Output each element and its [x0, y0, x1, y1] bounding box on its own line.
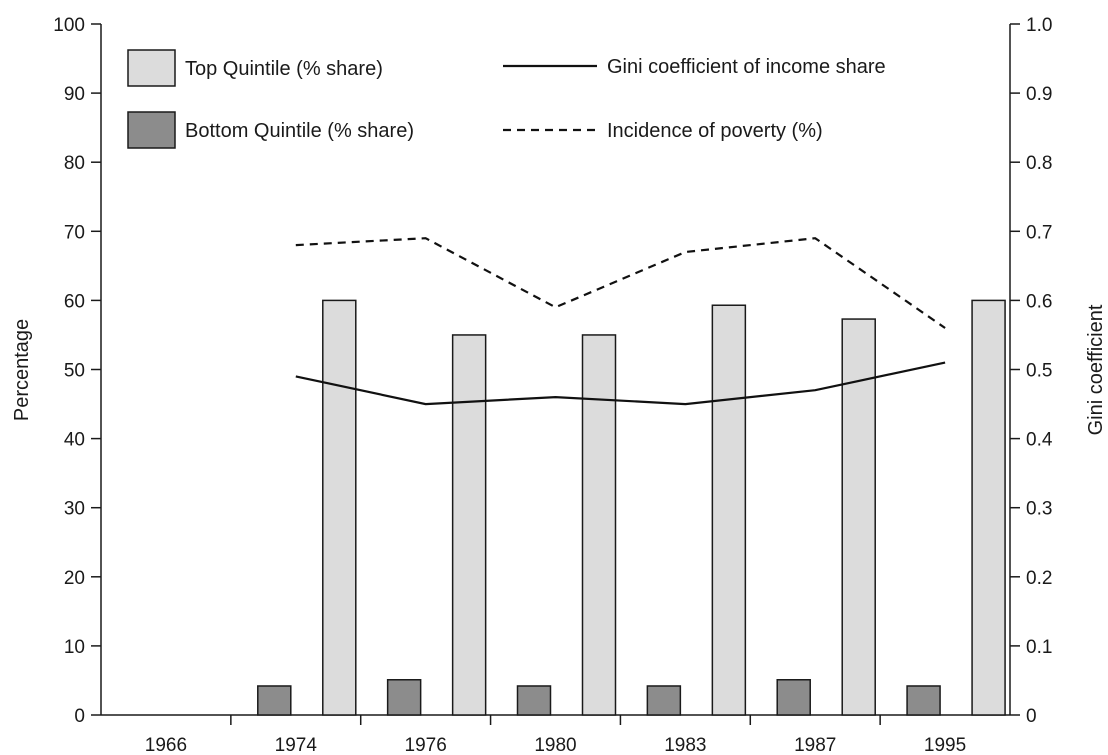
bottom-quintile-bar — [386, 679, 422, 716]
top-quintile-bar — [451, 334, 487, 716]
y-tick-label: 70 — [64, 222, 85, 243]
y2-tick-label: 0.3 — [1026, 499, 1052, 520]
legend-top-quintile-label: Top Quintile (% share) — [185, 58, 383, 80]
y-tick-label: 10 — [64, 637, 85, 658]
bottom-quintile-bar — [516, 685, 552, 716]
top-quintile-bar — [711, 304, 747, 716]
y-tick-label: 0 — [74, 706, 85, 727]
y2-axis-label: Gini coefficient — [1085, 304, 1107, 435]
legend: Top Quintile (% share) Bottom Quintile (%… — [127, 49, 886, 149]
x-tick-label: 1995 — [924, 735, 966, 755]
poverty-line — [295, 237, 946, 329]
top-quintile-bar — [322, 299, 357, 716]
legend-gini-label: Gini coefficient of income share — [607, 56, 886, 78]
x-tick-label: 1980 — [534, 735, 576, 755]
y-tick-label: 60 — [64, 291, 85, 312]
bottom-quintile-bar — [776, 679, 811, 716]
bottom-quintile-bar — [906, 685, 941, 716]
y2-tick-label: 0.6 — [1026, 291, 1052, 312]
legend-bottom-quintile-swatch — [127, 111, 176, 149]
x-tick-label: 1966 — [145, 735, 187, 755]
y-tick-label: 100 — [53, 15, 85, 36]
y2-tick-label: 0.2 — [1026, 568, 1052, 589]
legend-bottom-quintile-label: Bottom Quintile (% share) — [185, 120, 414, 142]
gini-line — [295, 361, 946, 406]
y-axis-label: Percentage — [11, 319, 33, 421]
x-tick-label: 1976 — [405, 735, 447, 755]
y-tick-label: 40 — [64, 430, 85, 451]
y2-tick-label: 1.0 — [1026, 15, 1052, 36]
bars — [257, 299, 1006, 716]
x-tick-label: 1974 — [275, 735, 318, 755]
axes — [91, 23, 1020, 725]
legend-poverty-label: Incidence of poverty (%) — [607, 120, 823, 142]
top-quintile-bar — [581, 334, 617, 716]
x-tick-label: 1983 — [664, 735, 706, 755]
bottom-quintile-bar — [646, 685, 682, 716]
y-tick-label: 20 — [64, 568, 85, 589]
y2-tick-label: 0.9 — [1026, 84, 1052, 105]
y-tick-label: 50 — [64, 361, 85, 382]
y2-tick-label: 0.4 — [1026, 430, 1053, 451]
top-quintile-bar — [841, 318, 876, 716]
y2-tick-label: 0 — [1026, 706, 1037, 727]
bottom-quintile-bar — [257, 685, 292, 716]
series-lines — [295, 237, 946, 406]
y-tick-label: 80 — [64, 153, 85, 174]
y-tick-label: 90 — [64, 84, 85, 105]
y2-tick-label: 0.1 — [1026, 637, 1052, 658]
tick-labels: 0 10 20 30 40 50 60 70 80 90 100 0 0.1 0.2 0.3 0.4 0.5 0.… — [53, 15, 1053, 755]
top-quintile-bar — [971, 299, 1006, 716]
y2-tick-label: 0.7 — [1026, 222, 1052, 243]
legend-top-quintile-swatch — [127, 49, 176, 87]
y-tick-label: 30 — [64, 499, 85, 520]
y2-tick-label: 0.5 — [1026, 361, 1052, 382]
y2-tick-label: 0.8 — [1026, 153, 1052, 174]
x-tick-label: 1987 — [794, 735, 836, 755]
